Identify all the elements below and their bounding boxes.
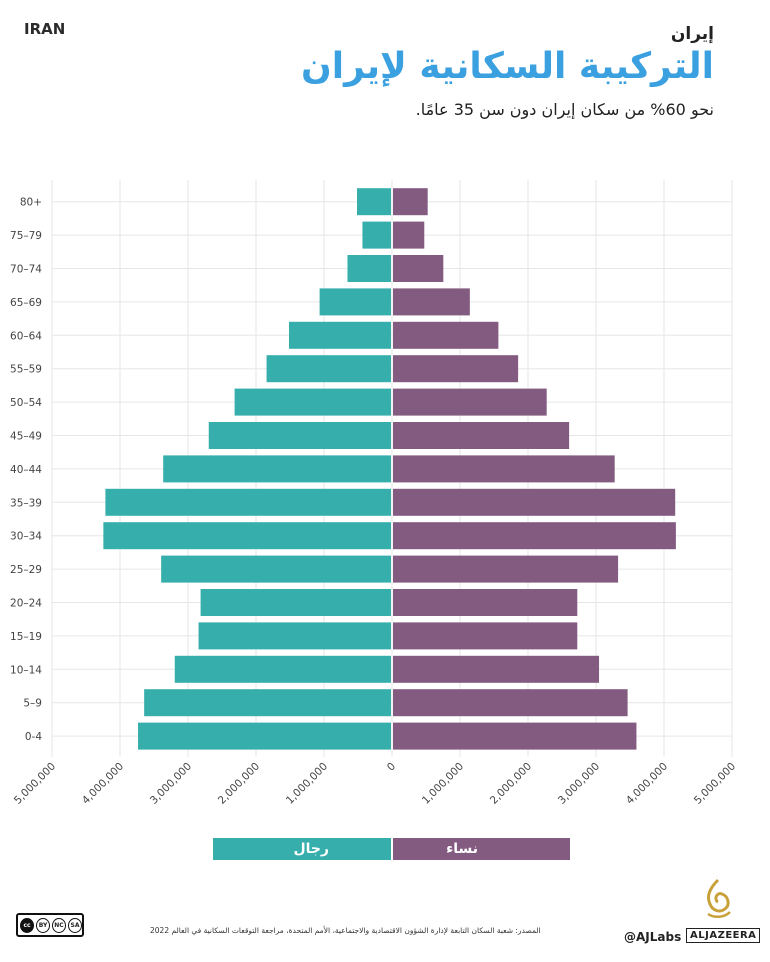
bar-men-70–74	[347, 255, 391, 282]
bars-layer	[103, 188, 676, 750]
category-label: 65–69	[10, 297, 42, 309]
bar-men-80+	[357, 188, 391, 216]
bar-women-10–14	[393, 655, 600, 683]
x-tick-label: 5,000,000	[692, 760, 738, 806]
category-label: 50–54	[10, 397, 42, 409]
cc-by-icon: BY	[36, 917, 50, 933]
legend-men-label: رجال	[293, 841, 329, 857]
creative-commons-badge: cc BY NC SA	[16, 913, 84, 937]
legend-women-label: نساء	[446, 841, 478, 857]
bar-men-65–69	[319, 288, 391, 316]
category-label: 30–34	[10, 531, 42, 543]
bar-women-65–69	[393, 288, 470, 316]
bar-women-45–49	[393, 422, 570, 449]
aljazeera-logo-icon	[706, 878, 731, 918]
category-label: 55–59	[10, 364, 42, 376]
category-label: 45–49	[10, 431, 42, 443]
bar-men-5–9	[144, 689, 391, 717]
aljazeera-wordmark: ALJAZEERA	[686, 928, 761, 943]
bar-women-20–24	[393, 589, 578, 616]
bar-women-35–39	[393, 488, 676, 516]
x-tick-label: 3,000,000	[148, 760, 194, 806]
x-tick-label: 2,000,000	[488, 760, 534, 806]
category-label: 15–19	[10, 631, 42, 643]
bar-women-60–64	[393, 321, 499, 349]
bar-women-25–29	[393, 555, 619, 583]
category-label: 35–39	[10, 497, 42, 509]
legend-men: رجال	[213, 838, 391, 860]
cc-nc-icon: NC	[52, 917, 66, 933]
category-label: 70–74	[10, 264, 42, 276]
x-tick-label: 3,000,000	[556, 760, 602, 806]
bar-women-80+	[393, 188, 428, 216]
bar-women-50–54	[393, 388, 547, 416]
ajlabs-handle: @AJLabs	[624, 930, 682, 944]
bar-men-55–59	[266, 355, 391, 383]
bar-men-75–79	[362, 221, 391, 249]
category-label: 20–24	[10, 598, 42, 610]
bar-women-30–34	[393, 522, 676, 550]
bar-men-35–39	[105, 488, 392, 516]
bar-men-15–19	[198, 622, 391, 650]
x-tick-label: 1,000,000	[420, 760, 466, 806]
x-tick-label: 4,000,000	[80, 760, 126, 806]
x-tick-label: 5,000,000	[12, 760, 58, 806]
population-pyramid-chart: 80+ 75–79 70–74 65–69 60–64 55–59 50–54 45–49 40…	[10, 180, 738, 807]
category-label: 40–44	[10, 464, 42, 476]
x-tick-label: 0	[385, 760, 398, 773]
bar-men-60–64	[289, 321, 391, 349]
cc-sa-icon: SA	[68, 917, 82, 933]
bar-women-70–74	[393, 255, 444, 282]
source-note: المصدر: شعبة السكان التابعة لإدارة الشؤو…	[150, 926, 541, 935]
x-tick-label: 4,000,000	[624, 760, 670, 806]
category-label: 0-4	[25, 731, 42, 743]
bar-men-30–34	[103, 522, 392, 550]
bar-men-45–49	[208, 422, 391, 449]
chart-kicker: إيران	[670, 24, 714, 44]
chart-subtitle: نحو 60% من سكان إيران دون سن 35 عامًا.	[415, 100, 714, 119]
bar-men-40–44	[163, 455, 391, 483]
category-label: 5–9	[23, 698, 42, 710]
bar-women-55–59	[393, 355, 519, 383]
bar-men-50–54	[234, 388, 391, 416]
category-label: 60–64	[10, 330, 42, 342]
bar-women-5–9	[393, 689, 628, 717]
category-label: 80+	[20, 197, 42, 209]
category-label: 75–79	[10, 230, 42, 242]
grid-layer	[51, 180, 733, 757]
bar-men-25–29	[161, 555, 391, 583]
legend-women: نساء	[393, 838, 570, 860]
bar-men-20–24	[200, 589, 391, 616]
bar-women-40–44	[393, 455, 615, 483]
bar-women-75–79	[393, 221, 425, 249]
bar-women-0-4	[393, 722, 637, 750]
chart-title: التركيبة السكانية لإيران	[301, 46, 714, 87]
cc-icon: cc	[20, 917, 34, 933]
bar-women-15–19	[393, 622, 578, 650]
x-tick-label: 2,000,000	[216, 760, 262, 806]
x-tick-label: 1,000,000	[284, 760, 330, 806]
bar-men-10–14	[174, 655, 391, 683]
category-label: 10–14	[10, 664, 42, 676]
country-label: IRAN	[24, 20, 66, 38]
category-label: 25–29	[10, 564, 42, 576]
bar-men-0-4	[138, 722, 391, 750]
